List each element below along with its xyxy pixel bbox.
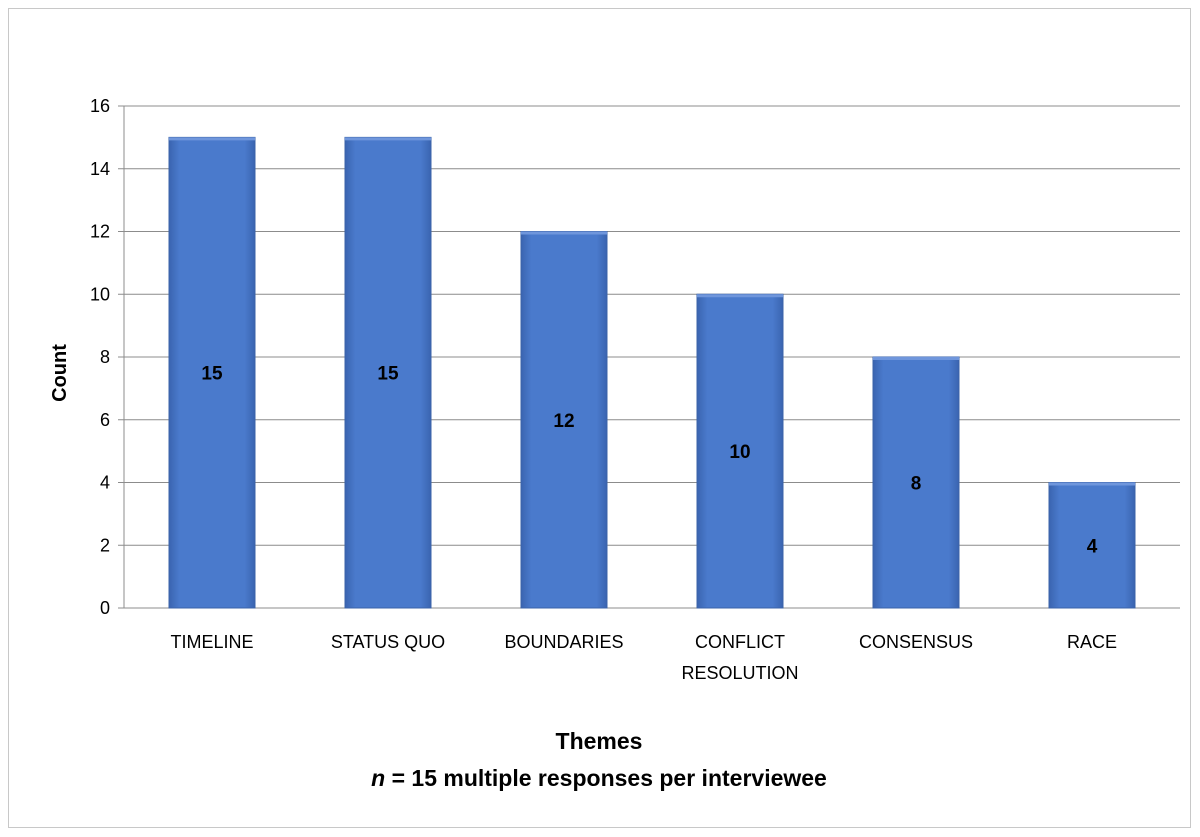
y-tick-label: 4 <box>100 473 110 493</box>
x-tick-label: CONSENSUS <box>859 632 973 652</box>
bars <box>168 136 1136 609</box>
bar <box>696 293 784 609</box>
y-tick-label: 12 <box>90 222 110 242</box>
x-axis-note: n = 15 multiple responses per interviewe… <box>371 765 827 791</box>
x-tick-label: STATUS QUO <box>331 632 445 652</box>
bar-highlight <box>521 231 607 235</box>
x-tick-label: RACE <box>1067 632 1117 652</box>
bar <box>1048 482 1136 609</box>
y-axis-title: Count <box>49 344 71 402</box>
bar-highlight <box>697 294 783 298</box>
bar <box>520 231 608 609</box>
data-label: 15 <box>377 364 399 385</box>
bar-highlight <box>169 137 255 141</box>
data-label: 10 <box>729 442 750 463</box>
x-tick-label: CONFLICT <box>695 632 785 652</box>
x-tick-label: BOUNDARIES <box>504 632 623 652</box>
x-axis-note-italic: n <box>371 765 385 791</box>
y-tick-label: 6 <box>100 410 110 430</box>
bar-highlight <box>345 137 431 141</box>
bar <box>872 356 960 609</box>
y-tick-label: 16 <box>90 96 110 116</box>
data-label: 4 <box>1087 536 1098 557</box>
bar <box>344 136 432 609</box>
data-label: 8 <box>911 474 922 495</box>
bar-highlight <box>873 357 959 360</box>
x-axis-title: Themes <box>556 728 643 754</box>
gridlines <box>118 105 1180 609</box>
data-label: 15 <box>201 364 223 385</box>
y-tick-label: 2 <box>100 535 110 555</box>
x-axis-ticks: TIMELINE STATUS QUO BOUNDARIES CONFLICT RESO… <box>170 632 1117 683</box>
y-axis-ticks: 0 2 4 6 8 10 12 14 16 <box>90 96 110 618</box>
y-tick-label: 8 <box>100 347 110 367</box>
x-tick-label: TIMELINE <box>170 632 253 652</box>
y-tick-label: 0 <box>100 598 110 618</box>
x-tick-label: RESOLUTION <box>681 663 798 683</box>
data-label: 12 <box>553 411 574 432</box>
y-tick-label: 14 <box>90 159 110 179</box>
data-labels: 15 15 12 10 8 4 <box>201 364 1097 558</box>
y-tick-label: 10 <box>90 284 110 304</box>
x-axis-note-rest: = 15 multiple responses per interviewee <box>385 765 827 791</box>
bar-highlight <box>1049 482 1135 486</box>
bar <box>168 136 256 609</box>
